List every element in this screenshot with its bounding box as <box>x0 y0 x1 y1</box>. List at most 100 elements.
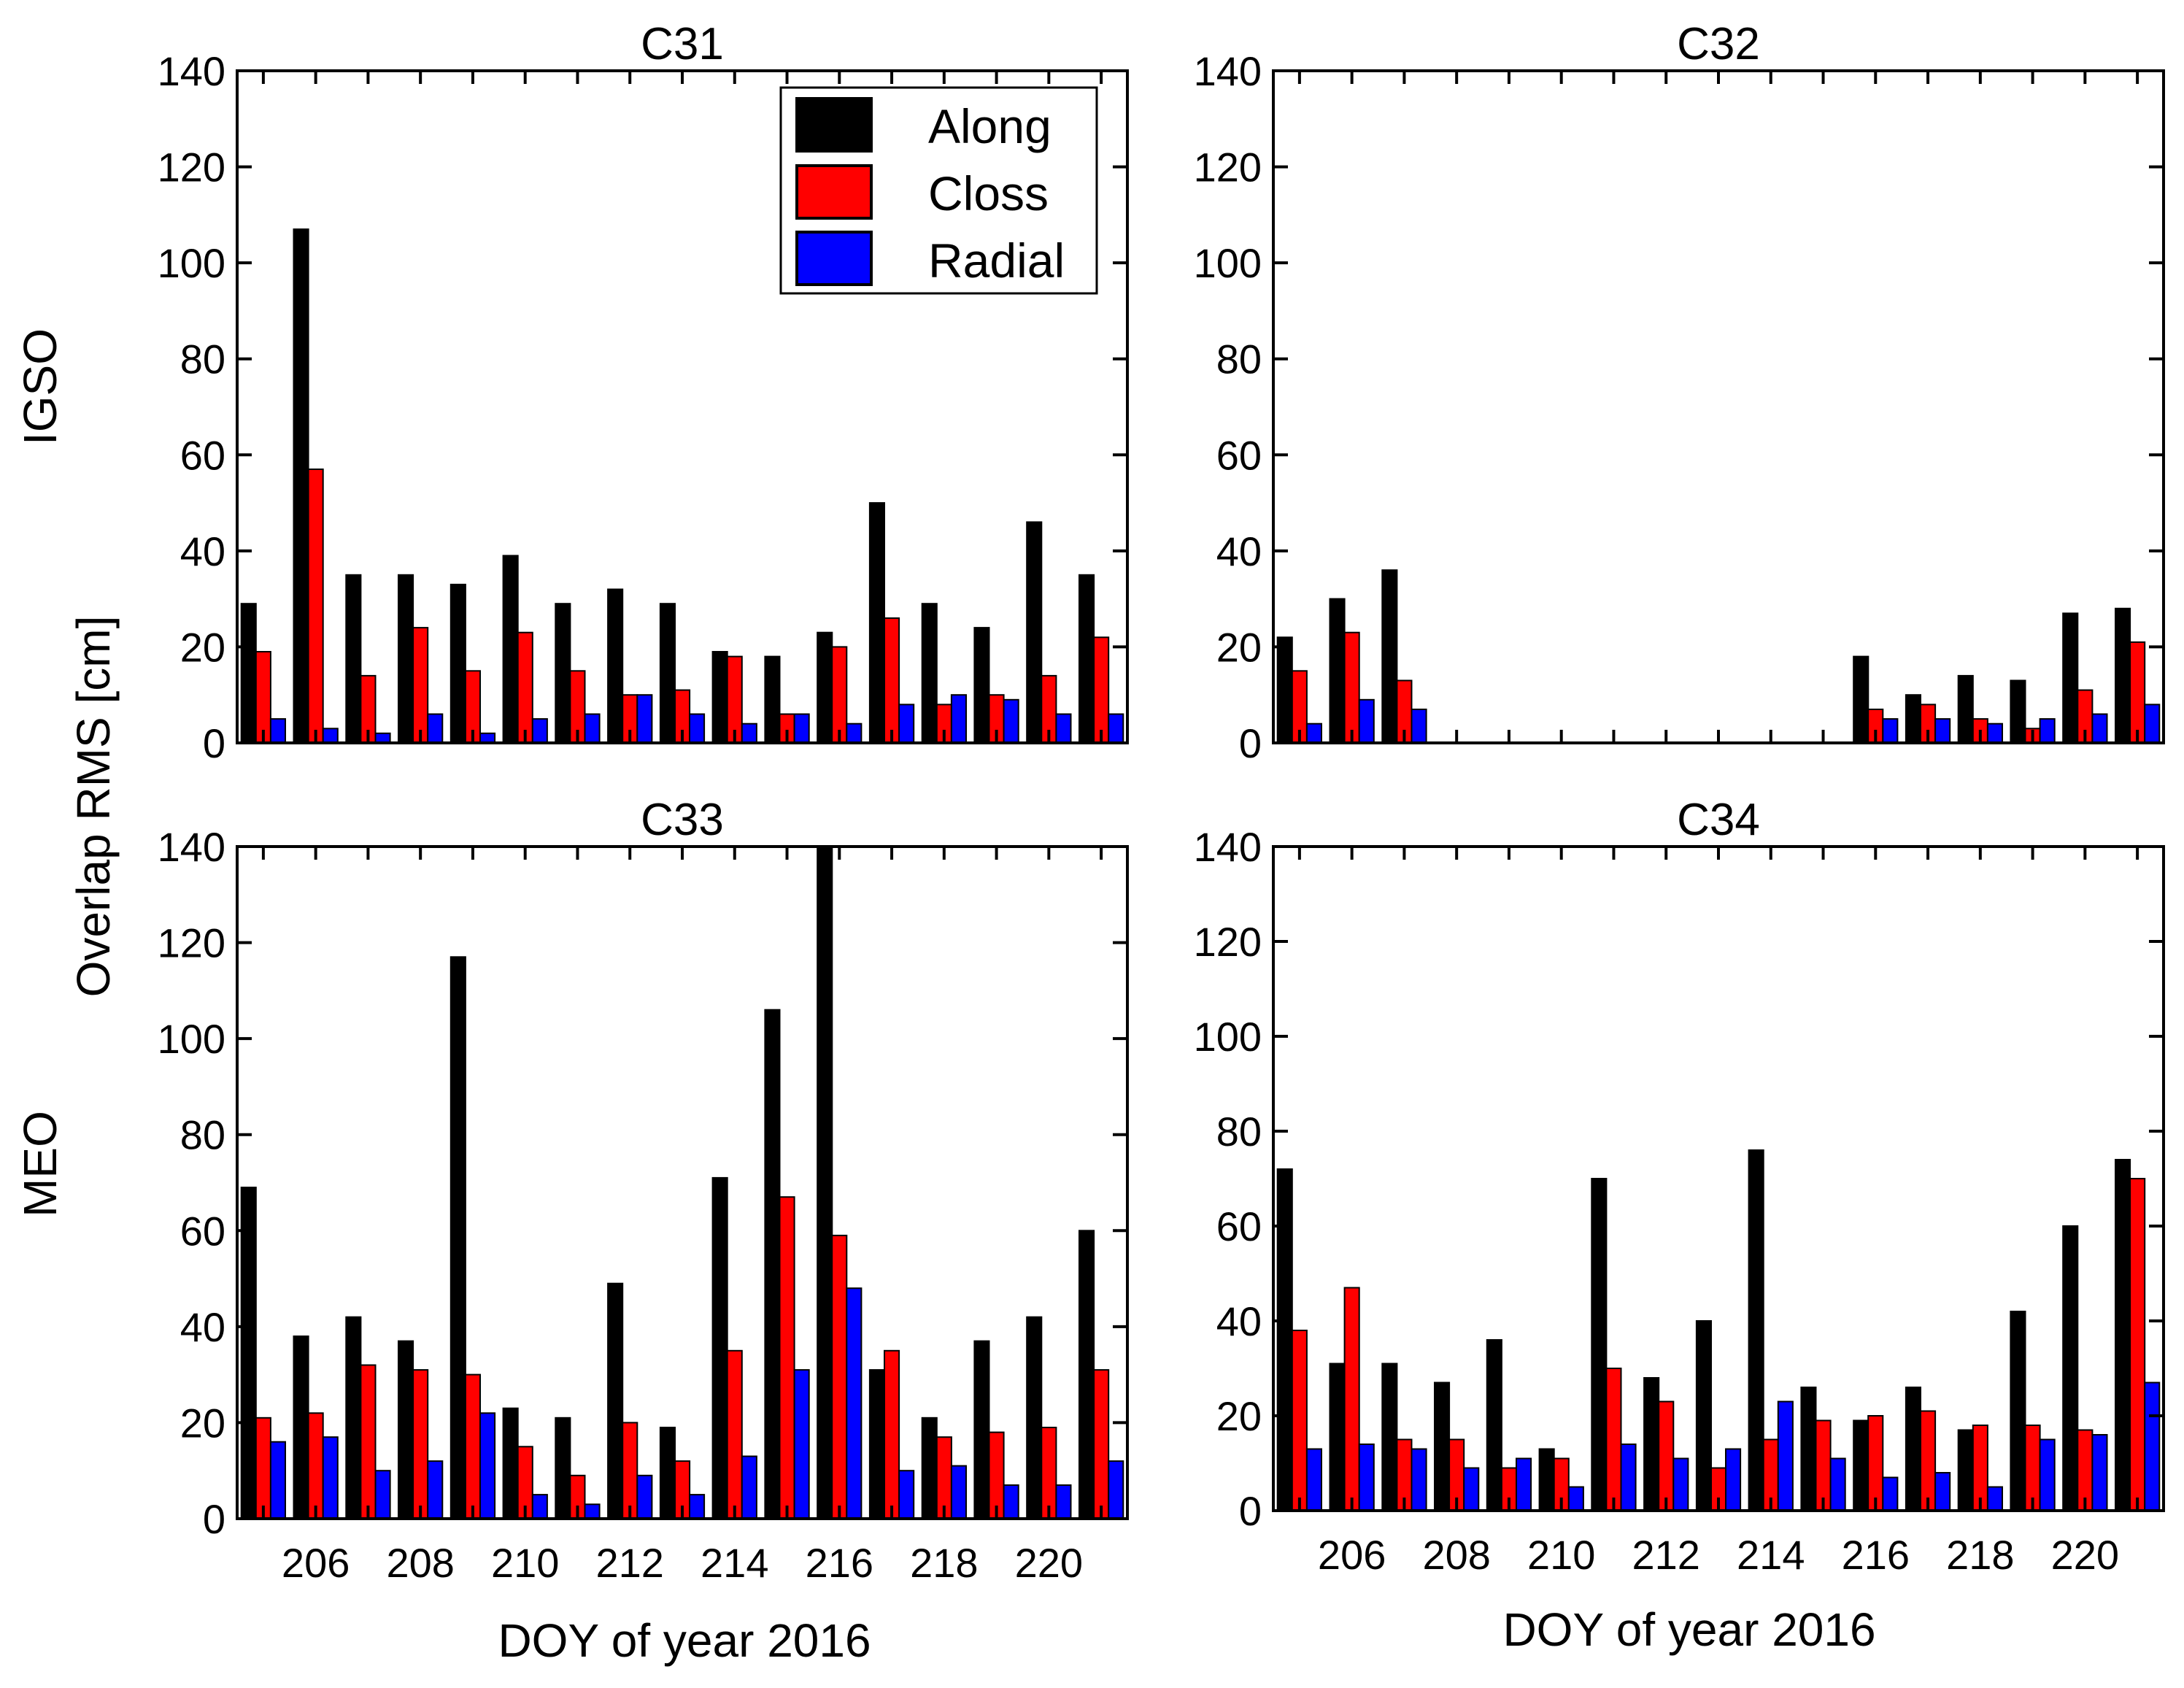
bar-c31-closs-216 <box>831 646 848 744</box>
bar-c31-radial-208 <box>427 713 444 744</box>
x-tick-label-c34-220: 220 <box>2051 1532 2119 1578</box>
bar-c34-radial-218 <box>1986 1486 2003 1511</box>
panel-c31: 0 20 40 60 80 100 120 140 C31 <box>158 19 1129 766</box>
y-tick-label-c31-140: 140 <box>158 48 225 94</box>
bar-c32-radial-221 <box>2144 704 2161 744</box>
chart-panels: 0 20 40 60 80 100 120 140 C31 0 20 40 60 80 100 120 140 C… <box>158 19 2165 1586</box>
bar-c31-closs-206 <box>307 469 324 744</box>
y-tick-label-c31-0: 0 <box>203 720 225 766</box>
bar-c34-radial-220 <box>2091 1434 2108 1511</box>
bar-c33-along-213 <box>659 1427 676 1519</box>
bar-c31-radial-221 <box>1108 713 1124 744</box>
bar-c31-radial-218 <box>950 694 968 744</box>
bar-c31-along-215 <box>764 655 781 744</box>
bar-c33-closs-215 <box>779 1196 795 1519</box>
bar-c32-along-205 <box>1276 636 1293 744</box>
x-axis-title-left: DOY of year 2016 <box>498 1614 871 1667</box>
bar-c33-radial-210 <box>531 1494 548 1520</box>
bar-c32-along-206 <box>1329 598 1346 744</box>
bar-c31-along-212 <box>607 588 624 744</box>
bar-c33-radial-211 <box>584 1503 601 1520</box>
bar-c33-radial-220 <box>1055 1484 1072 1519</box>
bar-c31-closs-205 <box>255 651 271 744</box>
bar-c33-closs-206 <box>307 1412 324 1520</box>
bar-c34-along-207 <box>1381 1363 1398 1511</box>
y-tick-label-c33-140: 140 <box>158 824 225 870</box>
bar-c31-radial-219 <box>1003 698 1019 744</box>
bar-c31-along-219 <box>973 627 990 744</box>
bar-c33-closs-207 <box>360 1364 377 1519</box>
bar-c33-closs-205 <box>255 1417 271 1520</box>
bar-c34-along-211 <box>1591 1178 1608 1511</box>
bar-c34-closs-211 <box>1605 1368 1622 1511</box>
bar-c31-along-221 <box>1079 574 1095 744</box>
y-tick-label-c31-80: 80 <box>180 336 225 382</box>
bar-c31-along-207 <box>345 574 362 744</box>
y-tick-label-c32-60: 60 <box>1216 432 1262 478</box>
plot-frame-c32 <box>1272 69 2165 744</box>
bar-c33-radial-217 <box>898 1470 915 1519</box>
bar-c34-radial-206 <box>1358 1444 1375 1511</box>
y-tick-label-c32-80: 80 <box>1216 336 1262 382</box>
bar-c34-radial-215 <box>1829 1457 1846 1511</box>
x-tick-label-c33-216: 216 <box>806 1540 873 1586</box>
bar-c33-closs-221 <box>1093 1369 1110 1519</box>
bar-c34-along-221 <box>2115 1159 2131 1511</box>
bar-c32-radial-218 <box>1986 722 2003 744</box>
bar-c31-along-217 <box>868 502 886 744</box>
bar-c34-along-208 <box>1434 1381 1451 1511</box>
x-axis-title-right: DOY of year 2016 <box>1502 1603 1875 1656</box>
bar-c32-radial-205 <box>1305 722 1323 744</box>
bar-c33-radial-215 <box>793 1369 810 1519</box>
bar-c34-along-209 <box>1486 1339 1502 1511</box>
panel-title-c33: C33 <box>641 795 724 845</box>
y-tick-label-c31-20: 20 <box>180 624 225 670</box>
y-tick-label-c31-60: 60 <box>180 432 225 478</box>
y-tick-label-c32-140: 140 <box>1194 48 1262 94</box>
x-tick-label-c33-206: 206 <box>282 1540 350 1586</box>
plot-frame-c34 <box>1272 845 2165 1512</box>
bar-c33-along-212 <box>607 1282 624 1519</box>
bar-c31-radial-206 <box>322 728 339 744</box>
bar-c34-along-215 <box>1800 1387 1817 1511</box>
bar-c31-along-213 <box>659 603 676 744</box>
y-tick-label-c34-100: 100 <box>1194 1014 1262 1060</box>
bar-c32-along-217 <box>1905 694 1921 744</box>
bar-c33-radial-207 <box>374 1470 391 1519</box>
bar-c34-radial-205 <box>1305 1448 1323 1511</box>
x-tick-label-c34-212: 212 <box>1632 1532 1700 1578</box>
legend: Along Closs Radial <box>779 86 1098 295</box>
y-tick-label-c33-80: 80 <box>180 1112 225 1158</box>
bar-c32-along-221 <box>2115 607 2131 744</box>
bar-c33-along-209 <box>449 956 466 1520</box>
bar-c34-radial-211 <box>1620 1444 1637 1511</box>
y-tick-label-c34-140: 140 <box>1194 824 1262 870</box>
bar-c32-radial-217 <box>1934 718 1951 744</box>
y-tick-label-c33-0: 0 <box>203 1496 225 1542</box>
x-tick-label-c33-218: 218 <box>910 1540 978 1586</box>
panel-c32: 0 20 40 60 80 100 120 140 C32 <box>1194 19 2165 766</box>
panel-c33: 0 20 40 60 80 100 120 140 206 208 210 212 214 216 218 2… <box>158 795 1129 1586</box>
bar-c34-closs-205 <box>1291 1330 1308 1511</box>
y-tick-label-c31-40: 40 <box>180 528 225 574</box>
y-tick-label-c33-40: 40 <box>180 1304 225 1350</box>
bar-c33-along-219 <box>973 1340 990 1519</box>
y-tick-label-c33-60: 60 <box>180 1208 225 1254</box>
bar-c34-radial-210 <box>1567 1486 1584 1511</box>
bar-c34-closs-215 <box>1815 1419 1832 1511</box>
bar-c34-along-212 <box>1643 1377 1660 1511</box>
bar-c33-radial-216 <box>846 1287 863 1519</box>
x-tick-label-c34-216: 216 <box>1842 1532 1910 1578</box>
bar-c34-radial-208 <box>1463 1467 1480 1511</box>
bar-c31-closs-217 <box>884 617 900 744</box>
bar-c33-closs-212 <box>622 1422 638 1520</box>
bar-c32-closs-206 <box>1343 631 1360 744</box>
bar-c33-along-207 <box>345 1316 362 1519</box>
bar-c33-closs-220 <box>1041 1427 1057 1519</box>
bar-c33-closs-209 <box>464 1373 482 1519</box>
x-tick-label-c34-214: 214 <box>1737 1532 1805 1578</box>
bar-c34-along-214 <box>1748 1149 1764 1511</box>
bar-c33-along-210 <box>502 1407 519 1519</box>
row-label-meo: MEO <box>14 1111 66 1217</box>
bar-c34-radial-207 <box>1411 1448 1427 1511</box>
